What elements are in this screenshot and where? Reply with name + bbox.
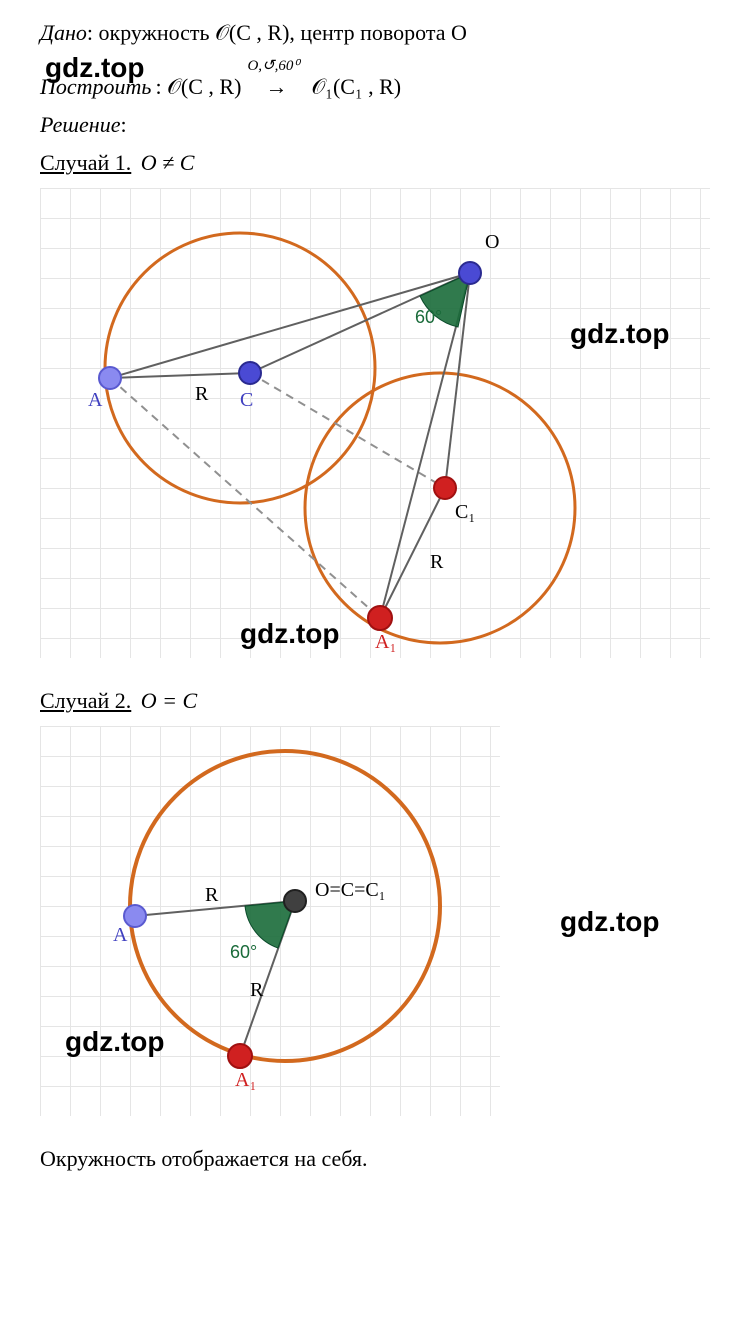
svg-text:O: O	[485, 231, 499, 253]
watermark-1: gdz.top	[45, 52, 145, 84]
svg-text:A: A	[113, 924, 128, 946]
diagram-2: 60° O=C=C₁ A A₁ R R gdz.top gdz.top	[40, 726, 710, 1116]
watermark-5: gdz.top	[65, 1026, 165, 1058]
svg-text:R: R	[205, 884, 219, 906]
svg-text:A₁: A₁	[235, 1069, 256, 1091]
case2-heading: Случай 2. O = C	[40, 688, 710, 714]
svg-text:R: R	[195, 383, 209, 405]
case1-heading: Случай 1. O ≠ C	[40, 150, 710, 176]
given-line: Дано: окружность 𝒪(C , R), центр поворот…	[40, 20, 710, 46]
case2-label: Случай 2.	[40, 688, 131, 713]
svg-text:A₁: A₁	[375, 631, 396, 653]
svg-text:60°: 60°	[415, 307, 442, 327]
construct-pre: : 𝒪(C , R)	[155, 74, 241, 100]
svg-text:C₁: C₁	[455, 501, 475, 523]
diagram-1: 60° O A C C₁ A₁ R R gdz.top gdz.top	[40, 188, 710, 658]
conclusion: Окружность отображается на себя.	[40, 1146, 710, 1172]
svg-text:O=C=C₁: O=C=C₁	[315, 879, 386, 901]
solution-colon: :	[120, 112, 126, 137]
given-content: : окружность 𝒪(C , R), центр поворота O	[87, 20, 467, 45]
solution-line: Решение:	[40, 112, 710, 138]
diagram-1-svg: 60° O A C C₁ A₁ R R	[40, 188, 710, 658]
watermark-4: gdz.top	[560, 906, 660, 938]
svg-text:R: R	[430, 551, 444, 573]
svg-text:C: C	[240, 389, 253, 411]
svg-text:60°: 60°	[230, 942, 257, 962]
construct-arrow: →	[265, 74, 287, 99]
case2-cond: O = C	[141, 688, 197, 713]
svg-text:A: A	[88, 389, 103, 411]
construct-arrow-box: O,↺,60⁰ →	[265, 74, 287, 100]
watermark-3: gdz.top	[240, 618, 340, 650]
case1-cond: O ≠ C	[141, 150, 195, 175]
construct-over: O,↺,60⁰	[247, 56, 299, 75]
given-label: Дано	[40, 20, 87, 45]
solution-label: Решение	[40, 112, 120, 137]
case1-label: Случай 1.	[40, 150, 131, 175]
construct-post: 𝒪₁(C₁ , R)	[311, 74, 401, 100]
svg-text:R: R	[250, 979, 264, 1001]
watermark-2: gdz.top	[570, 318, 670, 350]
